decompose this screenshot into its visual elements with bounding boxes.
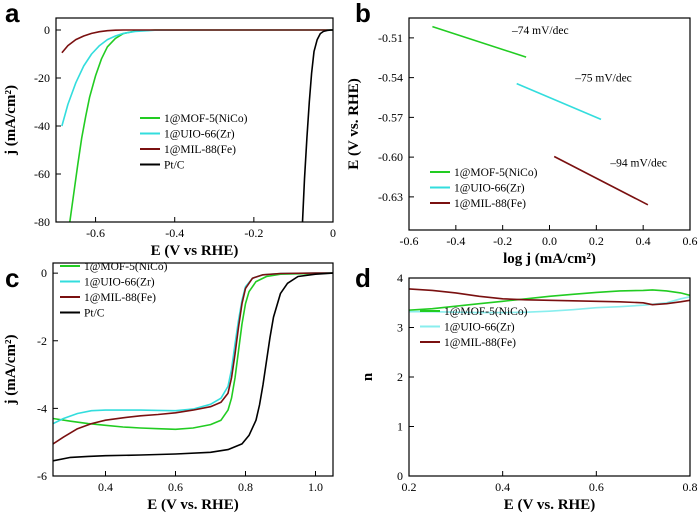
series-line-c-3 bbox=[53, 272, 333, 462]
panel-c-series-group bbox=[53, 272, 333, 462]
legend-label-c-0: 1@MOF-5(NiCo) bbox=[84, 261, 168, 273]
y-axis-label-c: j (mA/cm²) bbox=[3, 335, 19, 406]
x-tick-label-d-0: 0.2 bbox=[402, 480, 417, 494]
x-axis-label-a: E (V vs RHE) bbox=[151, 243, 239, 259]
panel-b: b -0.6 -0.4 -0.2 0.0 0.2 0.4 0.6 -0.51 -0.54 -0.5… bbox=[346, 0, 698, 267]
series-line-a-2 bbox=[61, 29, 333, 54]
legend-label-a-0: 1@MOF-5(NiCo) bbox=[164, 113, 248, 125]
x-tick-label-b-4: 0.2 bbox=[589, 234, 604, 248]
x-tick-label-b-0: -0.6 bbox=[400, 234, 419, 248]
y-tick-label-b-1: -0.54 bbox=[378, 71, 403, 85]
annotation-b-2: –94 mV/dec bbox=[609, 157, 667, 169]
x-tick-label-a-0: -0.6 bbox=[86, 226, 105, 240]
y-tick-label-a-2: -40 bbox=[34, 119, 50, 133]
x-tick-label-a-3: 0 bbox=[330, 226, 336, 240]
panel-a-plot: -0.6 -0.4 -0.2 0 0 -20 -40 -60 -80 E (V vs RHE) j … bbox=[3, 17, 336, 259]
x-tick-label-d-1: 0.4 bbox=[495, 480, 510, 494]
panel-a-frame bbox=[55, 17, 334, 223]
panel-letter-d: d bbox=[355, 263, 371, 293]
y-tick-label-c-0: 0 bbox=[41, 266, 47, 280]
panel-d: d 0.2 0.4 0.6 0.8 0 1 2 3 4 E (V vs. RHE) n 1@MOF-5… bbox=[355, 263, 698, 513]
x-axis-label-c: E (V vs. RHE) bbox=[147, 497, 238, 513]
legend-label-c-1: 1@UIO-66(Zr) bbox=[84, 277, 155, 289]
x-tick-label-c-2: 0.8 bbox=[238, 480, 253, 494]
legend-label-a-2: 1@MIL-88(Fe) bbox=[164, 144, 236, 156]
x-tick-label-d-3: 0.8 bbox=[683, 480, 698, 494]
series-line-a-1 bbox=[61, 29, 333, 127]
panel-b-series-group bbox=[432, 25, 649, 206]
y-tick-label-d-0: 0 bbox=[397, 469, 403, 483]
x-tick-label-b-5: 0.4 bbox=[636, 234, 651, 248]
series-line-c-0 bbox=[53, 272, 333, 431]
x-tick-label-a-2: -0.2 bbox=[244, 226, 263, 240]
legend-label-c-3: Pt/C bbox=[84, 308, 105, 320]
y-tick-label-d-3: 3 bbox=[397, 321, 403, 335]
y-tick-label-b-2: -0.57 bbox=[378, 110, 403, 124]
series-line-b-1 bbox=[516, 82, 602, 121]
panel-d-series-group bbox=[409, 288, 690, 314]
y-axis-label-b: E (V vs. RHE) bbox=[346, 78, 362, 169]
legend-label-b-0: 1@MOF-5(NiCo) bbox=[454, 167, 538, 179]
x-tick-label-c-3: 1.0 bbox=[308, 480, 323, 494]
x-tick-label-c-0: 0.4 bbox=[98, 480, 113, 494]
legend-label-d-0: 1@MOF-5(NiCo) bbox=[444, 306, 528, 318]
y-tick-label-b-4: -0.63 bbox=[378, 190, 403, 204]
legend-label-d-2: 1@MIL-88(Fe) bbox=[444, 337, 516, 349]
y-tick-label-a-4: -80 bbox=[34, 215, 50, 229]
panel-c-frame bbox=[52, 262, 334, 477]
x-tick-label-d-2: 0.6 bbox=[589, 480, 604, 494]
x-tick-label-a-1: -0.4 bbox=[165, 226, 184, 240]
legend-label-a-3: Pt/C bbox=[164, 160, 185, 172]
y-tick-label-c-2: -4 bbox=[37, 401, 47, 415]
x-axis-label-b: log j (mA/cm²) bbox=[503, 251, 596, 267]
series-line-c-2 bbox=[53, 272, 333, 445]
y-axis-label-a: j (mA/cm²) bbox=[3, 85, 19, 156]
legend-label-b-1: 1@UIO-66(Zr) bbox=[454, 183, 525, 195]
x-tick-label-b-2: -0.2 bbox=[493, 234, 512, 248]
series-line-a-3 bbox=[301, 29, 333, 222]
panel-a-series-group bbox=[61, 29, 333, 222]
panel-d-plot: 0.2 0.4 0.6 0.8 0 1 2 3 4 E (V vs. RHE) n 1@MOF-5(N… bbox=[360, 271, 698, 513]
series-line-a-0 bbox=[69, 29, 333, 222]
y-tick-label-b-0: -0.51 bbox=[378, 31, 403, 45]
x-tick-label-b-3: 0.0 bbox=[542, 234, 557, 248]
legend-label-c-2: 1@MIL-88(Fe) bbox=[84, 292, 156, 304]
series-line-d-2 bbox=[409, 288, 690, 306]
panel-b-plot: -0.6 -0.4 -0.2 0.0 0.2 0.4 0.6 -0.51 -0.54 -0.57 -… bbox=[346, 17, 698, 267]
x-tick-label-b-1: -0.4 bbox=[446, 234, 465, 248]
y-tick-label-a-0: 0 bbox=[44, 23, 50, 37]
annotation-b-1: –75 mV/dec bbox=[574, 73, 632, 85]
series-line-b-2 bbox=[553, 155, 649, 206]
series-line-b-0 bbox=[432, 25, 527, 58]
y-tick-label-c-1: -2 bbox=[37, 334, 47, 348]
y-axis-label-d: n bbox=[360, 372, 376, 381]
legend-label-a-1: 1@UIO-66(Zr) bbox=[164, 129, 235, 141]
legend-label-b-2: 1@MIL-88(Fe) bbox=[454, 198, 526, 210]
y-tick-label-d-2: 2 bbox=[397, 370, 403, 384]
annotation-b-0: –74 mV/dec bbox=[511, 25, 569, 37]
panel-c: c 0.4 0.6 0.8 1.0 0 -2 -4 -6 E (V vs. RHE) j (mA/… bbox=[3, 261, 334, 513]
panel-letter-b: b bbox=[355, 0, 371, 28]
y-tick-label-c-3: -6 bbox=[37, 469, 47, 483]
y-tick-label-a-1: -20 bbox=[34, 71, 50, 85]
x-axis-label-d: E (V vs. RHE) bbox=[504, 497, 595, 513]
y-tick-label-b-3: -0.60 bbox=[378, 150, 403, 164]
panel-letter-c: c bbox=[5, 263, 19, 293]
panel-letter-a: a bbox=[5, 0, 20, 28]
series-line-d-0 bbox=[409, 289, 690, 311]
x-tick-label-c-1: 0.6 bbox=[168, 480, 183, 494]
legend-label-d-1: 1@UIO-66(Zr) bbox=[444, 322, 515, 334]
panel-a: a -0.6 -0.4 -0.2 0 0 -20 -40 -60 -80 E (V vs RHE)… bbox=[3, 0, 336, 259]
panel-b-frame bbox=[408, 17, 691, 231]
panel-c-plot: 0.4 0.6 0.8 1.0 0 -2 -4 -6 E (V vs. RHE) j (mA/cm… bbox=[3, 261, 334, 513]
y-tick-label-a-3: -60 bbox=[34, 167, 50, 181]
y-tick-label-d-1: 1 bbox=[397, 420, 403, 434]
x-tick-label-b-6: 0.6 bbox=[683, 234, 698, 248]
y-tick-label-d-4: 4 bbox=[397, 271, 403, 285]
